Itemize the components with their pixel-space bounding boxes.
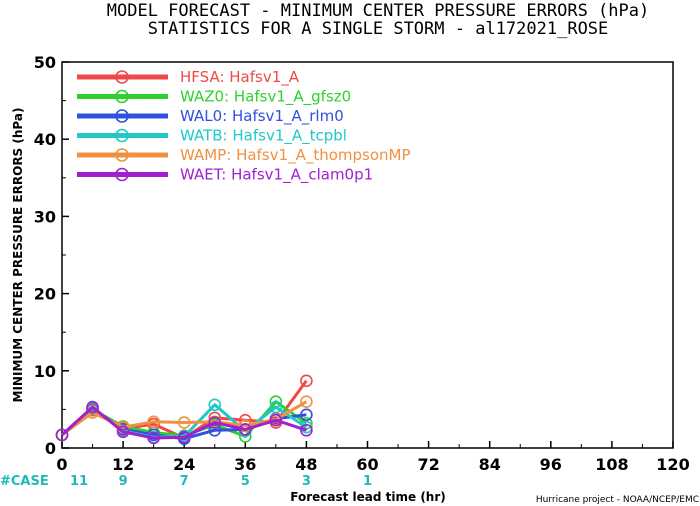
x-tick-label: 108 bbox=[595, 455, 628, 474]
y-axis-label: MINIMUM CENTER PRESSURE ERRORS (hPa) bbox=[11, 108, 25, 403]
case-count: 11 bbox=[70, 474, 88, 489]
data-point bbox=[86, 400, 99, 414]
data-point bbox=[300, 395, 313, 408]
case-label: #CASE bbox=[0, 474, 49, 489]
y-tick-label: 30 bbox=[34, 207, 56, 226]
legend-swatch-marker bbox=[115, 128, 129, 143]
data-point bbox=[239, 423, 252, 436]
data-point bbox=[177, 430, 191, 444]
legend-swatch-marker bbox=[115, 109, 129, 123]
data-point bbox=[177, 416, 191, 429]
x-tick-label: 36 bbox=[234, 455, 256, 474]
chart-title-line1: MODEL FORECAST - MINIMUM CENTER PRESSURE… bbox=[107, 1, 649, 21]
y-tick-label: 50 bbox=[34, 53, 56, 72]
x-tick-label: 120 bbox=[656, 455, 689, 474]
data-point bbox=[269, 400, 283, 414]
data-point bbox=[300, 408, 313, 422]
plot-frame bbox=[61, 61, 674, 449]
legend-entry: WAL0: Hafsv1_A_rlm0 bbox=[180, 107, 344, 126]
y-tick-label: 20 bbox=[34, 285, 56, 304]
case-count: 5 bbox=[241, 474, 250, 489]
data-point bbox=[147, 431, 160, 445]
x-tick-label: 24 bbox=[173, 455, 195, 474]
credit-text: Hurricane project - NOAA/NCEP/EMC bbox=[536, 495, 699, 505]
x-axis-label: Forecast lead time (hr) bbox=[290, 490, 446, 504]
data-point bbox=[239, 419, 252, 432]
data-point bbox=[55, 428, 69, 442]
y-tick-label: 10 bbox=[34, 362, 56, 381]
legend-entry: WAMP: Hafsv1_A_thompsonMP bbox=[180, 146, 411, 165]
data-point bbox=[208, 416, 222, 429]
x-tick-label: 12 bbox=[112, 455, 134, 474]
case-count: 3 bbox=[302, 474, 311, 489]
data-point bbox=[300, 374, 313, 388]
y-tick-label: 0 bbox=[45, 439, 56, 458]
legend-entry: WAZ0: Hafsv1_A_gfsz0 bbox=[180, 88, 351, 107]
x-axis: 0 12 24 36 48 60 72 84 96 108 120 bbox=[56, 441, 690, 474]
case-count: 9 bbox=[119, 474, 128, 489]
legend-swatch-marker bbox=[115, 89, 129, 104]
x-tick-label: 48 bbox=[295, 455, 317, 474]
data-point bbox=[300, 423, 313, 437]
series-line-5 bbox=[60, 405, 307, 440]
series-layer bbox=[55, 374, 313, 446]
x-tick-label: 0 bbox=[56, 455, 67, 474]
x-tick-label: 96 bbox=[540, 455, 562, 474]
case-count: 1 bbox=[363, 474, 372, 489]
legend-swatch-marker bbox=[115, 167, 129, 182]
y-tick-label: 40 bbox=[34, 130, 56, 149]
case-counts: #CASE 11 9 7 5 3 1 bbox=[0, 474, 372, 489]
data-point bbox=[269, 413, 283, 427]
data-point bbox=[208, 423, 222, 437]
case-count: 7 bbox=[180, 474, 189, 489]
x-tick-label: 60 bbox=[356, 455, 378, 474]
data-point bbox=[116, 425, 130, 439]
legend-entry: WATB: Hafsv1_A_tcpbl bbox=[180, 127, 347, 146]
series-line-4 bbox=[61, 400, 308, 437]
legend-swatch-marker bbox=[115, 70, 129, 84]
x-tick-label: 72 bbox=[417, 455, 439, 474]
chart-title-line2: STATISTICS FOR A SINGLE STORM - al172021… bbox=[148, 19, 609, 39]
data-point bbox=[147, 415, 160, 429]
legend-entry: HFSA: Hafsv1_A bbox=[180, 68, 300, 87]
legend-swatch-marker bbox=[115, 148, 129, 162]
x-tick-label: 84 bbox=[479, 455, 501, 474]
data-point bbox=[208, 398, 222, 412]
y-axis: 0 10 20 30 40 50 bbox=[34, 53, 69, 458]
legend-entry: WAET: Hafsv1_A_clam0p1 bbox=[180, 166, 373, 185]
